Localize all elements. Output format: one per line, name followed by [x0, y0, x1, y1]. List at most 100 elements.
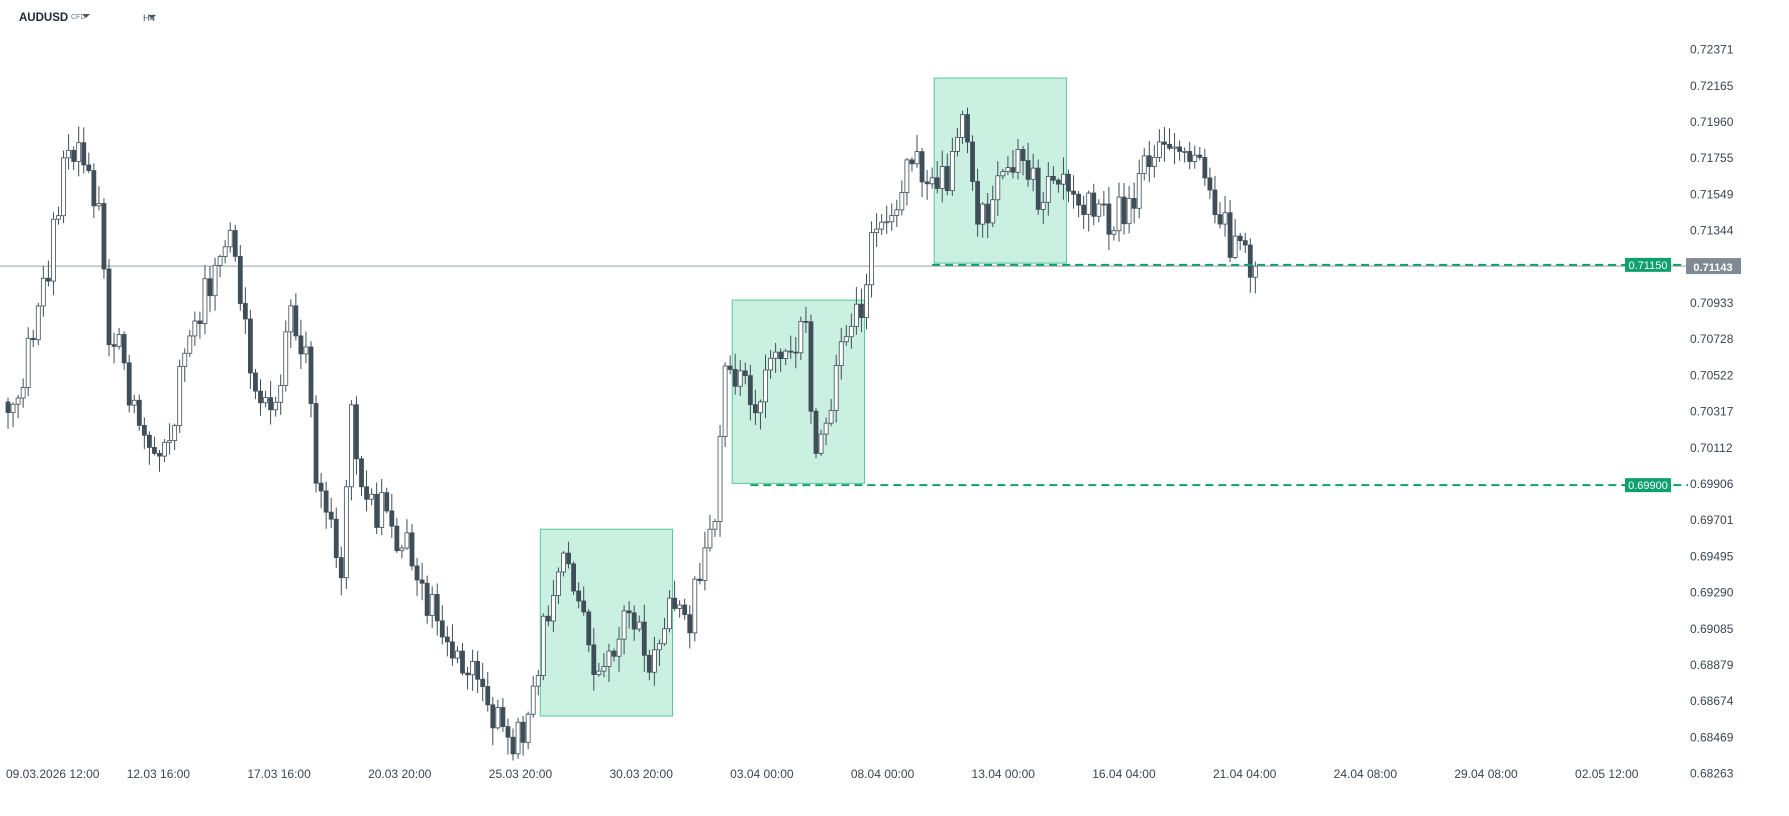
- bull-candle-body: [1232, 235, 1238, 258]
- bear-candle-body: [101, 203, 107, 270]
- candle: [187, 330, 193, 358]
- candle: [732, 353, 738, 395]
- bull-candle-body: [551, 595, 556, 622]
- bull-candle-body: [616, 638, 622, 657]
- candle: [995, 161, 1001, 216]
- bull-candle-body: [773, 351, 778, 359]
- candle: [828, 398, 834, 427]
- bull-candle-body: [76, 142, 82, 162]
- bull-candle-body: [596, 670, 602, 675]
- candle: [818, 429, 824, 456]
- bear-candle-body: [1076, 193, 1081, 206]
- bull-candle-body: [1172, 146, 1177, 149]
- bull-candle-body: [949, 151, 955, 192]
- bear-candle-body: [434, 594, 440, 622]
- bear-candle-body: [374, 493, 380, 528]
- candle: [899, 180, 905, 216]
- bear-candle-body: [727, 365, 733, 370]
- bear-candle-body: [545, 615, 551, 622]
- candles-layer: [5, 107, 1258, 761]
- bull-candle-body: [540, 615, 546, 676]
- bear-candle-body: [1177, 146, 1182, 152]
- candle: [1157, 129, 1162, 162]
- candle: [939, 150, 945, 203]
- candle: [889, 203, 895, 231]
- bull-candle-body: [404, 532, 410, 549]
- candle: [793, 336, 799, 369]
- time-axis[interactable]: 09.03.2026 12:00 12.03 16:00 17.03 16:00 20…: [6, 767, 1639, 781]
- bull-candle-body: [929, 177, 935, 185]
- price-axis[interactable]: 0.72371 0.72165 0.71960 0.71755 0.71549 0.713…: [1686, 43, 1741, 781]
- bear-candle-body: [975, 181, 980, 225]
- bear-candle-body: [1071, 190, 1076, 195]
- candle: [449, 624, 455, 666]
- candle: [848, 313, 854, 349]
- candle: [177, 359, 183, 433]
- bear-candle-body: [500, 707, 506, 727]
- bear-candle-body: [1066, 173, 1071, 192]
- bear-candle-body: [1101, 203, 1107, 206]
- candle: [949, 137, 955, 196]
- candle: [146, 431, 152, 465]
- bear-candle-body: [5, 401, 11, 413]
- candle: [268, 381, 274, 425]
- candle: [662, 617, 667, 646]
- bear-candle-body: [1010, 167, 1016, 173]
- candle: [515, 717, 521, 759]
- candle: [803, 306, 809, 333]
- candle: [495, 699, 501, 730]
- bear-candle-body: [465, 672, 470, 676]
- candle: [591, 628, 597, 691]
- candle: [919, 147, 925, 198]
- bear-candle-body: [742, 370, 748, 377]
- bear-candle-body: [1207, 177, 1213, 191]
- time-tick-label: 03.04 00:00: [730, 767, 794, 781]
- candle: [702, 531, 708, 591]
- candle: [717, 424, 723, 537]
- candle: [510, 728, 516, 761]
- candle: [439, 605, 445, 645]
- candle: [1252, 261, 1258, 294]
- symbol-label[interactable]: AUDUSD: [19, 12, 69, 24]
- bear-candle-body: [409, 532, 415, 567]
- bull-candle-body: [722, 365, 728, 437]
- symbol-dropdown-icon[interactable]: [82, 14, 90, 18]
- bull-candle-body: [212, 264, 218, 297]
- bull-candle-body: [904, 159, 910, 193]
- candle: [808, 314, 814, 424]
- bull-candle-body: [848, 325, 854, 338]
- candle: [298, 319, 304, 369]
- candle: [944, 153, 950, 196]
- candle: [788, 335, 794, 359]
- bear-candle-body: [1247, 244, 1253, 278]
- timeframe-dropdown-icon[interactable]: [148, 15, 156, 19]
- candle: [434, 583, 440, 636]
- candle: [263, 390, 268, 408]
- bear-candle-body: [813, 410, 819, 454]
- candle: [1111, 226, 1117, 241]
- bear-candle-body: [389, 510, 395, 527]
- bull-candle-body: [737, 370, 743, 387]
- bear-candle-body: [323, 490, 329, 513]
- candle: [167, 423, 173, 455]
- candle: [66, 134, 71, 170]
- candle: [242, 287, 248, 334]
- bear-candle-body: [1167, 143, 1172, 149]
- candle: [116, 328, 122, 350]
- candle: [545, 605, 551, 627]
- candle: [874, 213, 879, 247]
- candle: [530, 675, 536, 718]
- candle: [646, 649, 652, 681]
- bear-candle-body: [298, 335, 304, 355]
- candle: [288, 299, 294, 348]
- candle: [1116, 182, 1122, 242]
- bear-candle-body: [480, 678, 486, 687]
- bull-candle-body: [369, 493, 375, 500]
- bear-candle-body: [121, 334, 127, 364]
- candle: [652, 636, 657, 686]
- candle: [5, 397, 11, 429]
- bear-candle-body: [631, 612, 637, 630]
- candle: [384, 487, 390, 514]
- candle: [626, 601, 632, 629]
